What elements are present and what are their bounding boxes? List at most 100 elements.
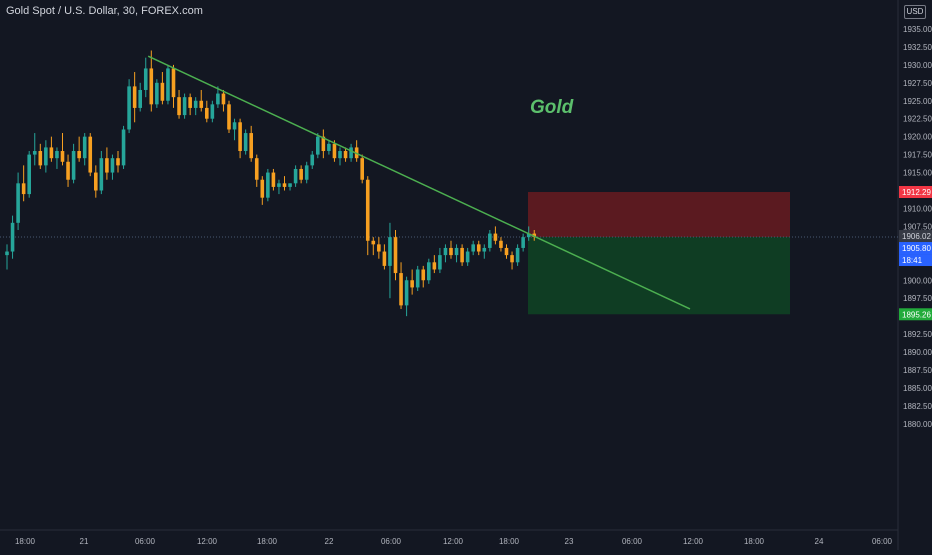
candle-body: [427, 262, 431, 281]
y-tick-label: 1890.00: [903, 348, 932, 357]
candle-body: [499, 240, 503, 248]
candle-body: [277, 183, 281, 187]
candle-body: [182, 97, 187, 116]
y-tick-label: 1920.00: [903, 133, 932, 142]
candle-body: [82, 136, 87, 159]
candle-body: [27, 154, 31, 195]
candle-body: [421, 269, 426, 281]
candle-body: [299, 168, 303, 180]
x-tick-label: 12:00: [197, 537, 218, 546]
y-tick-label: 1935.00: [903, 25, 932, 34]
gold-annotation[interactable]: Gold: [530, 97, 574, 118]
last-close-label-bg: [899, 230, 932, 243]
candle-body: [327, 143, 331, 152]
candle-body: [232, 122, 237, 130]
candle-body: [393, 237, 398, 274]
candle-body: [332, 143, 337, 159]
candle-body: [155, 82, 159, 105]
y-tick-label: 1925.00: [903, 97, 932, 106]
target-price-label-bg: [899, 308, 932, 321]
current-price-label[interactable]: 1905.80: [899, 242, 932, 255]
candle-body: [438, 255, 442, 270]
y-tick-label: 1907.50: [903, 222, 932, 231]
candle-body: [476, 244, 481, 252]
candle-body: [521, 237, 525, 248]
y-tick-label: 1887.50: [903, 366, 932, 375]
candle-body: [443, 247, 448, 256]
candle-body: [116, 158, 120, 166]
candle-body: [349, 147, 353, 159]
last-close-label-text: 1906.02: [902, 232, 931, 241]
candle-body: [188, 97, 192, 108]
candle-body: [227, 104, 231, 130]
candle-body: [193, 100, 198, 108]
candle-body: [460, 247, 464, 263]
stop-price-label[interactable]: 1912.29: [899, 186, 932, 199]
x-tick-label: 12:00: [443, 537, 464, 546]
x-tick-label: 06:00: [381, 537, 402, 546]
candle-body: [310, 154, 315, 166]
candle-body: [71, 151, 76, 180]
x-tick-label: 18:00: [257, 537, 278, 546]
candle-body: [532, 233, 537, 238]
x-tick-label: 18:00: [744, 537, 765, 546]
candle-body: [110, 158, 115, 173]
y-tick-label: 1927.50: [903, 79, 932, 88]
y-tick-label: 1915.00: [903, 169, 932, 178]
y-tick-label: 1917.50: [903, 151, 932, 160]
x-tick-label: 06:00: [872, 537, 893, 546]
x-tick-label: 18:00: [15, 537, 36, 546]
candle-body: [515, 247, 520, 263]
bar-countdown-label[interactable]: 18:41: [899, 254, 932, 267]
candle-body: [493, 233, 498, 241]
y-tick-label: 1910.00: [903, 204, 932, 213]
candle-body: [316, 136, 320, 155]
candle-body: [99, 158, 104, 191]
symbol-title[interactable]: Gold Spot / U.S. Dollar, 30, FOREX.com: [6, 5, 203, 17]
candle-body: [177, 97, 181, 116]
candle-body: [249, 133, 253, 159]
y-tick-label: 1885.00: [903, 384, 932, 393]
candle-body: [382, 251, 387, 266]
candle-body: [293, 168, 298, 184]
candle-body: [88, 136, 93, 173]
y-tick-label: 1880.00: [903, 420, 932, 429]
candle-body: [377, 244, 381, 252]
candle-body: [260, 179, 265, 198]
stop-loss-zone[interactable]: [528, 192, 790, 238]
candle-body: [60, 151, 65, 162]
y-tick-label: 1922.50: [903, 115, 932, 124]
candle-body: [105, 158, 109, 173]
target-price-label-text: 1895.26: [902, 310, 931, 319]
candle-body: [238, 122, 242, 152]
y-tick-label: 1882.50: [903, 402, 932, 411]
candle-body: [16, 183, 20, 223]
candle-body: [504, 247, 509, 256]
candle-body: [254, 158, 259, 180]
x-tick-label: 23: [565, 537, 574, 546]
x-tick-label: 24: [815, 537, 824, 546]
candle-body: [360, 158, 364, 180]
candle-body: [410, 280, 414, 288]
candle-body: [66, 161, 70, 180]
candle-body: [127, 86, 131, 130]
currency-badge[interactable]: USD: [904, 5, 926, 19]
candle-body: [10, 222, 15, 252]
trend-line[interactable]: [147, 55, 691, 310]
last-close-label[interactable]: 1906.02: [899, 230, 932, 243]
candle-body: [77, 151, 81, 159]
bar-countdown-label-text: 18:41: [902, 256, 923, 265]
take-profit-zone[interactable]: [528, 237, 790, 315]
current-price-label-bg: [899, 242, 932, 255]
candle-body: [465, 251, 470, 263]
candle-body: [166, 68, 170, 101]
candle-body: [510, 255, 514, 263]
candle-body: [365, 179, 370, 241]
target-price-label[interactable]: 1895.26: [899, 308, 932, 321]
candle-body: [488, 233, 492, 248]
candle-body: [454, 247, 459, 256]
candle-body: [94, 172, 98, 191]
